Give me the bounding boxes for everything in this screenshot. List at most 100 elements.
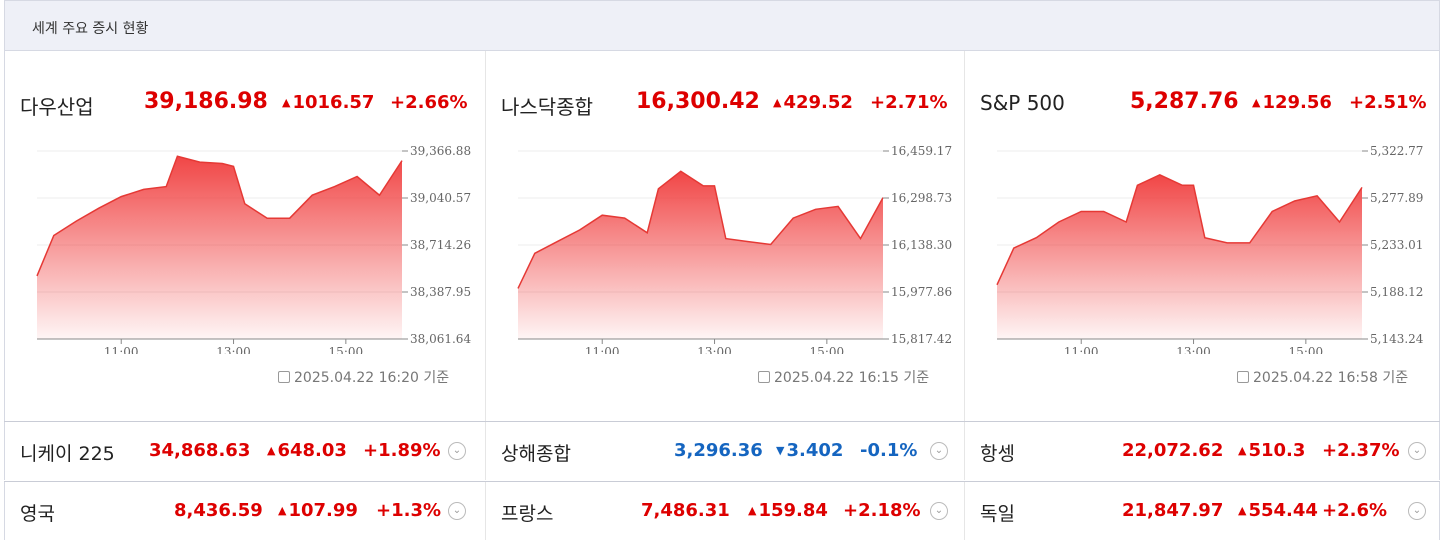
timestamp: 2025.04.22 16:20 기준 bbox=[278, 367, 449, 387]
x-tick-label: 13:00 bbox=[216, 345, 251, 354]
widget-header: 세계 주요 증시 현황 bbox=[4, 0, 1440, 51]
index-name: S&P 500 bbox=[980, 91, 1065, 115]
calendar-icon bbox=[1237, 371, 1249, 383]
index-value: 34,868.63 bbox=[149, 440, 251, 461]
triangle-up-icon: ▲ bbox=[1238, 444, 1247, 457]
index-cell-hangseng[interactable]: 항셍 22,072.62 ▲ 510.3 +2.37% ⌄ bbox=[964, 422, 1440, 480]
index-panel-dow[interactable]: 다우산업 39,186.98 ▲ 1016.57 +2.66% 39,366.88… bbox=[4, 51, 485, 421]
chevron-down-icon[interactable]: ⌄ bbox=[448, 442, 466, 460]
y-tick-label: 16,298.73 bbox=[891, 191, 952, 205]
index-row: 니케이 225 34,868.63 ▲ 648.03 +1.89% ⌄ 상해종합 … bbox=[4, 421, 1440, 480]
index-percent: +2.51% bbox=[1349, 92, 1427, 113]
series-line bbox=[36, 155, 403, 277]
y-tick-label: 38,061.64 bbox=[410, 332, 471, 346]
y-tick-label: 15,977.86 bbox=[891, 285, 952, 299]
index-value: 5,287.76 bbox=[1130, 89, 1239, 114]
triangle-up-icon: ▲ bbox=[748, 504, 757, 517]
y-tick-label: 5,233.01 bbox=[1370, 238, 1423, 252]
index-change: ▲ 107.99 bbox=[278, 500, 358, 521]
y-tick-label: 5,143.24 bbox=[1370, 332, 1424, 346]
index-chart-sp500: 5,322.77 5,277.89 5,233.01 5,188.12 5,143.24… bbox=[996, 144, 1424, 354]
x-tick-label: 15:00 bbox=[810, 345, 845, 354]
y-tick-label: 39,040.57 bbox=[410, 191, 471, 205]
y-tick-label: 38,714.26 bbox=[410, 238, 471, 252]
index-change: ▲ 554.44 bbox=[1238, 500, 1318, 521]
index-value: 3,296.36 bbox=[674, 440, 763, 461]
series-line bbox=[517, 170, 884, 289]
index-percent: +2.6% bbox=[1322, 500, 1388, 521]
index-name: 나스닥종합 bbox=[501, 95, 593, 119]
index-value: 7,486.31 bbox=[641, 500, 730, 521]
index-cell-shanghai[interactable]: 상해종합 3,296.36 ▼ 3.402 -0.1% ⌄ bbox=[485, 422, 964, 480]
index-change: ▲ 510.3 bbox=[1238, 440, 1306, 461]
series-line bbox=[996, 173, 1363, 286]
index-percent: -0.1% bbox=[860, 440, 918, 461]
triangle-up-icon: ▲ bbox=[282, 96, 291, 109]
index-change: ▲ 159.84 bbox=[748, 500, 828, 521]
triangle-up-icon: ▲ bbox=[1238, 504, 1247, 517]
index-name: 독일 bbox=[980, 503, 1015, 525]
index-change: ▲ 1016.57 bbox=[282, 92, 375, 113]
index-cell-nikkei[interactable]: 니케이 225 34,868.63 ▲ 648.03 +1.89% ⌄ bbox=[4, 422, 485, 480]
index-name: 니케이 225 bbox=[20, 443, 115, 465]
x-tick-label: 15:00 bbox=[329, 345, 364, 354]
index-percent: +2.18% bbox=[843, 500, 921, 521]
index-cell-germany[interactable]: 독일 21,847.97 ▲ 554.44 +2.6% ⌄ bbox=[964, 482, 1440, 540]
y-tick-label: 5,322.77 bbox=[1370, 144, 1423, 158]
series-area bbox=[37, 156, 402, 339]
index-percent: +2.71% bbox=[870, 92, 948, 113]
chevron-down-icon[interactable]: ⌄ bbox=[930, 442, 948, 460]
x-tick-label: 11:00 bbox=[104, 345, 139, 354]
index-chart-nasdaq: 16,459.17 16,298.73 16,138.30 15,977.86 15,8… bbox=[517, 144, 952, 354]
index-value: 22,072.62 bbox=[1122, 440, 1224, 461]
series-area bbox=[997, 174, 1362, 339]
index-percent: +1.3% bbox=[376, 500, 442, 521]
chevron-down-icon[interactable]: ⌄ bbox=[1408, 442, 1426, 460]
index-row: 영국 8,436.59 ▲ 107.99 +1.3% ⌄ 프랑스 7,486.31… bbox=[4, 481, 1440, 540]
y-tick-label: 15,817.42 bbox=[891, 332, 952, 346]
chevron-down-icon[interactable]: ⌄ bbox=[448, 502, 466, 520]
triangle-down-icon: ▼ bbox=[776, 444, 785, 457]
index-name: 프랑스 bbox=[501, 503, 554, 525]
timestamp: 2025.04.22 16:58 기준 bbox=[1237, 367, 1408, 387]
triangle-up-icon: ▲ bbox=[278, 504, 287, 517]
index-name: 영국 bbox=[20, 503, 55, 525]
index-cell-france[interactable]: 프랑스 7,486.31 ▲ 159.84 +2.18% ⌄ bbox=[485, 482, 964, 540]
index-value: 21,847.97 bbox=[1122, 500, 1224, 521]
index-chart-dow: 39,366.88 39,040.57 38,714.26 38,387.95 38,0… bbox=[36, 144, 471, 354]
index-change: ▲ 129.56 bbox=[1252, 92, 1332, 113]
index-value: 16,300.42 bbox=[636, 89, 760, 114]
series-area bbox=[518, 171, 883, 339]
index-name: 상해종합 bbox=[501, 443, 571, 465]
chevron-down-icon[interactable]: ⌄ bbox=[1408, 502, 1426, 520]
x-tick-label: 13:00 bbox=[1176, 345, 1211, 354]
triangle-up-icon: ▲ bbox=[1252, 96, 1261, 109]
index-panel-sp500[interactable]: S&P 500 5,287.76 ▲ 129.56 +2.51% 5,322.77… bbox=[964, 51, 1440, 421]
index-cell-uk[interactable]: 영국 8,436.59 ▲ 107.99 +1.3% ⌄ bbox=[4, 482, 485, 540]
calendar-icon bbox=[758, 371, 770, 383]
index-name: 다우산업 bbox=[20, 95, 94, 119]
index-percent: +2.66% bbox=[390, 92, 468, 113]
widget-title: 세계 주요 증시 현황 bbox=[32, 21, 149, 37]
y-tick-label: 39,366.88 bbox=[410, 144, 471, 158]
x-tick-label: 15:00 bbox=[1289, 345, 1324, 354]
y-tick-label: 38,387.95 bbox=[410, 285, 471, 299]
index-change: ▲ 429.52 bbox=[773, 92, 853, 113]
y-tick-label: 16,138.30 bbox=[891, 238, 952, 252]
index-value: 8,436.59 bbox=[174, 500, 263, 521]
index-panel-nasdaq[interactable]: 나스닥종합 16,300.42 ▲ 429.52 +2.71% 16,459.17… bbox=[485, 51, 964, 421]
index-change: ▲ 648.03 bbox=[267, 440, 347, 461]
x-tick-label: 11:00 bbox=[1064, 345, 1099, 354]
calendar-icon bbox=[278, 371, 290, 383]
x-tick-label: 11:00 bbox=[585, 345, 620, 354]
index-value: 39,186.98 bbox=[144, 89, 268, 114]
x-tick-label: 13:00 bbox=[697, 345, 732, 354]
index-name: 항셍 bbox=[980, 443, 1015, 465]
triangle-up-icon: ▲ bbox=[267, 444, 276, 457]
index-percent: +2.37% bbox=[1322, 440, 1400, 461]
timestamp: 2025.04.22 16:15 기준 bbox=[758, 367, 929, 387]
chevron-down-icon[interactable]: ⌄ bbox=[930, 502, 948, 520]
index-change: ▼ 3.402 bbox=[776, 440, 844, 461]
index-percent: +1.89% bbox=[363, 440, 441, 461]
